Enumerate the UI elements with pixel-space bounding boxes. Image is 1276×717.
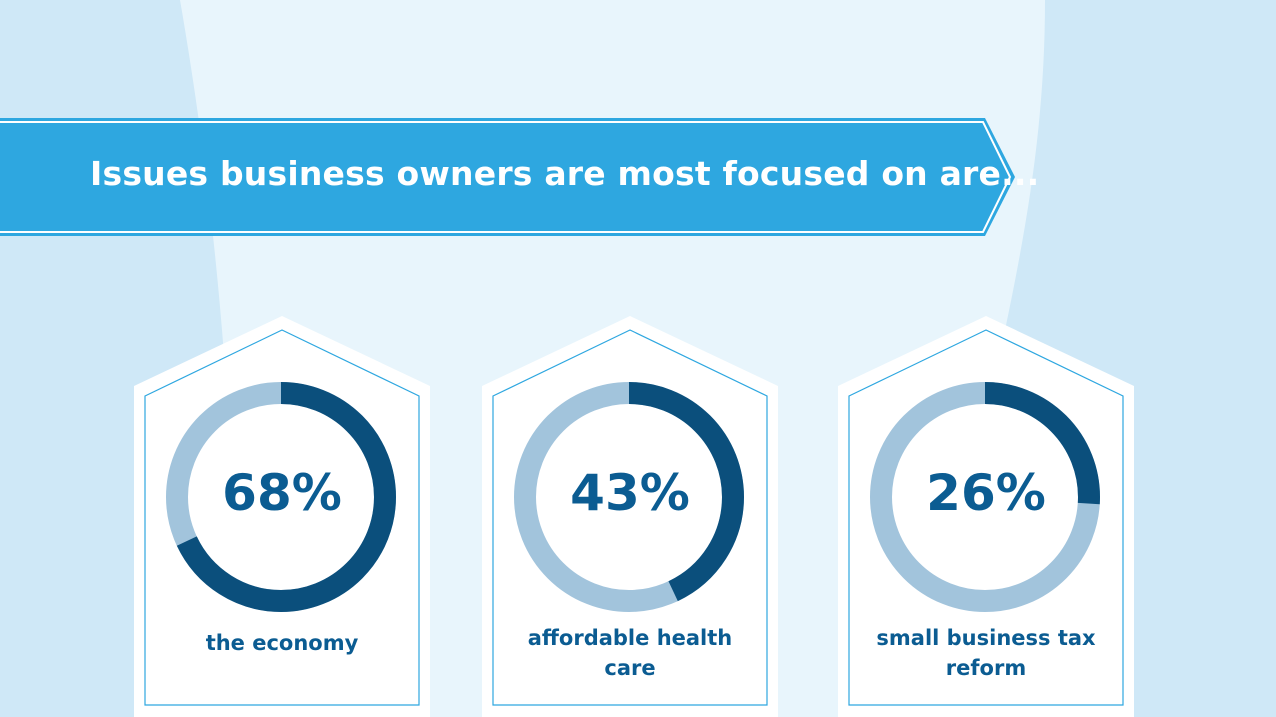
donut-chart: [166, 382, 396, 612]
banner-ribbon: [0, 118, 1015, 236]
category-label: the economy: [205, 631, 359, 655]
donut-value-arc: [870, 382, 1100, 612]
donut-chart: [514, 382, 744, 612]
donut-chart: [870, 382, 1100, 612]
banner-outline: [0, 121, 1012, 233]
stat-card-tax-reform: 26% small business tax reform: [838, 316, 1134, 717]
banner-title: Issues business owners are most focused …: [90, 154, 1040, 193]
stat-card-health-care: 43% affordable health care: [482, 316, 778, 717]
category-label: small business tax reform: [876, 626, 1096, 680]
value-label: 68%: [222, 464, 342, 522]
title-banner: [0, 118, 1015, 236]
value-label: 26%: [926, 464, 1046, 522]
donut-value-arc: [166, 382, 396, 612]
donut-value-arc: [514, 382, 744, 612]
category-label: affordable health care: [527, 626, 733, 680]
value-label: 43%: [570, 464, 690, 522]
stat-card-economy: 68% the economy: [134, 316, 430, 717]
